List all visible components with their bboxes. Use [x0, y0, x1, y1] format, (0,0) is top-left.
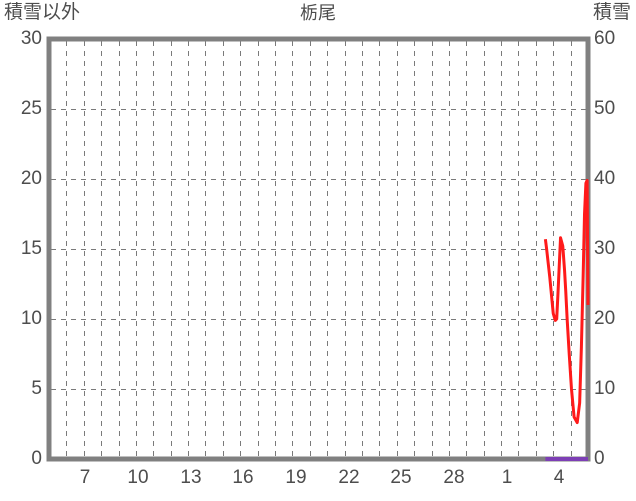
x-tick-label: 7: [79, 467, 91, 488]
left-tick-label: 0: [31, 448, 42, 469]
left-tick-label: 15: [20, 238, 42, 259]
right-tick-label: 30: [594, 238, 616, 259]
plot-background: [49, 39, 588, 459]
right-tick-label: 0: [594, 448, 605, 469]
x-tick-label: 13: [180, 467, 202, 488]
right-tick-label: 40: [594, 168, 616, 189]
right-tick-label: 10: [594, 378, 616, 399]
chart-title: 栃尾: [300, 3, 336, 23]
x-tick-label: 10: [127, 467, 149, 488]
left-axis-name: 積雪以外: [4, 2, 81, 23]
left-tick-label: 30: [20, 28, 42, 49]
x-tick-label: 1: [501, 467, 513, 488]
left-tick-label: 25: [20, 98, 42, 119]
left-tick-label: 10: [20, 308, 42, 329]
right-tick-label: 20: [594, 308, 616, 329]
data-series: [543, 178, 590, 461]
left-tick-label: 5: [31, 378, 42, 399]
series-line-0: [543, 178, 590, 425]
x-tick-label: 4: [553, 467, 565, 488]
right-tick-label: 50: [594, 98, 616, 119]
x-tick-label: 22: [338, 467, 360, 488]
left-tick-label: 20: [20, 168, 42, 189]
right-tick-label: 60: [594, 28, 616, 49]
x-tick-label: 16: [232, 467, 254, 488]
x-tick-label: 19: [285, 467, 307, 488]
x-tick-label: 25: [390, 467, 412, 488]
right-axis-name: 積雪: [592, 2, 631, 23]
x-tick-label: 28: [443, 467, 465, 488]
